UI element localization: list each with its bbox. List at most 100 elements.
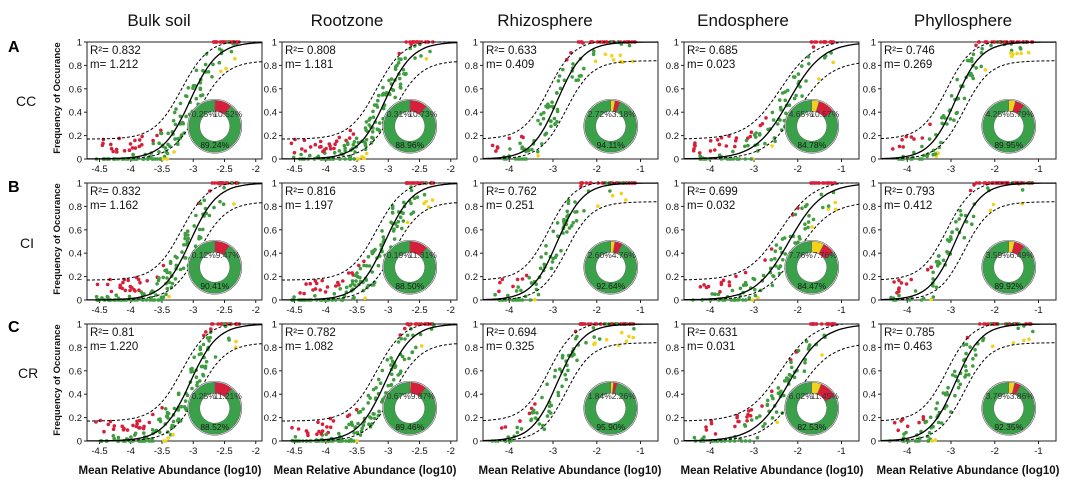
data-point (725, 157, 730, 161)
x-tick-label: -4 (505, 446, 513, 457)
data-point (800, 94, 804, 98)
data-point (133, 146, 138, 150)
data-point (367, 264, 372, 268)
data-point (555, 109, 560, 114)
data-point (758, 123, 763, 128)
data-point (774, 243, 779, 247)
data-point (745, 419, 749, 423)
data-point (956, 96, 961, 101)
pie-slice (982, 240, 1035, 294)
data-point (749, 408, 754, 412)
data-point (1020, 188, 1025, 192)
pie-label: 84.78% (797, 140, 826, 150)
x-axis-label: Mean Relative Abundance (log10) (877, 465, 1060, 477)
y-tick-label: 0.2 (666, 131, 679, 142)
data-point (376, 413, 381, 418)
r-squared-label: R²= 0.81 (90, 327, 134, 339)
data-point (804, 339, 809, 344)
x-tick-label: -4.5 (286, 305, 302, 316)
data-point (232, 202, 236, 206)
pie-label: 89.92% (994, 281, 1023, 291)
data-point (349, 420, 354, 425)
data-point (374, 386, 378, 390)
data-point (133, 433, 137, 437)
data-point (778, 105, 783, 110)
data-point (810, 225, 814, 229)
data-point (832, 181, 836, 185)
y-tick-label: 1 (272, 320, 277, 331)
data-point (558, 367, 562, 371)
r-squared-label: R²= 0.685 (687, 45, 738, 57)
data-point (631, 59, 635, 64)
x-tick-label: -4.5 (91, 305, 107, 316)
y-tick-label: 0.8 (863, 343, 876, 354)
y-tick-label: 0.2 (465, 131, 478, 142)
data-point (566, 198, 571, 203)
confidence-bound-line (87, 202, 263, 301)
data-point (318, 139, 323, 144)
data-point (144, 298, 149, 302)
pie-slice (188, 240, 241, 294)
pie-label: 9.87% (411, 391, 436, 401)
data-point (970, 56, 974, 61)
data-point (934, 285, 939, 290)
data-point (730, 288, 735, 293)
data-point (157, 298, 161, 302)
data-point (550, 100, 554, 104)
data-point (926, 439, 930, 443)
data-point (173, 254, 178, 259)
data-point (757, 132, 762, 136)
data-point (189, 370, 193, 374)
data-point (289, 141, 294, 146)
data-point (422, 201, 426, 206)
pie-label: 3.86% (1010, 391, 1035, 401)
x-tick-label: -3.5 (349, 164, 365, 175)
pie-slice (383, 240, 436, 294)
data-point (541, 116, 546, 121)
data-point (334, 284, 338, 288)
pie-label: 2.72% (588, 109, 613, 119)
data-point (977, 40, 981, 44)
y-tick-label: 0.2 (465, 272, 478, 283)
pie-label: 3.79% (986, 391, 1011, 401)
data-point (147, 420, 152, 425)
data-point (371, 412, 376, 416)
y-tick-label: 0.6 (465, 366, 478, 377)
y-tick-label: 0.6 (863, 225, 876, 236)
data-point (397, 51, 402, 56)
data-point (789, 360, 793, 365)
data-point (315, 432, 319, 437)
data-point (909, 135, 914, 139)
x-tick-label: -2 (252, 446, 260, 457)
data-point (386, 383, 391, 388)
data-point (409, 322, 413, 326)
data-point (897, 293, 901, 298)
data-point (358, 266, 363, 271)
data-point (743, 439, 748, 443)
data-point (185, 229, 190, 233)
data-point (748, 414, 753, 418)
data-point (956, 385, 961, 390)
data-point (346, 271, 351, 275)
data-point (399, 57, 403, 61)
data-point (609, 322, 614, 326)
data-point (912, 137, 916, 141)
plot-frame (482, 41, 659, 160)
y-tick-label: 1 (77, 179, 82, 190)
data-point (194, 213, 198, 218)
data-point (235, 40, 239, 44)
data-point (955, 110, 959, 115)
data-point (395, 224, 400, 229)
y-tick-label: 0.2 (69, 413, 82, 424)
data-point (403, 337, 407, 341)
data-point (556, 390, 560, 395)
confidence-bound-line (282, 323, 457, 422)
data-point (990, 344, 995, 349)
data-point (753, 287, 757, 292)
x-tick-label: -2.5 (216, 164, 232, 175)
data-point (982, 181, 986, 185)
data-point (735, 415, 739, 420)
data-point (337, 431, 341, 436)
data-point (183, 255, 187, 260)
